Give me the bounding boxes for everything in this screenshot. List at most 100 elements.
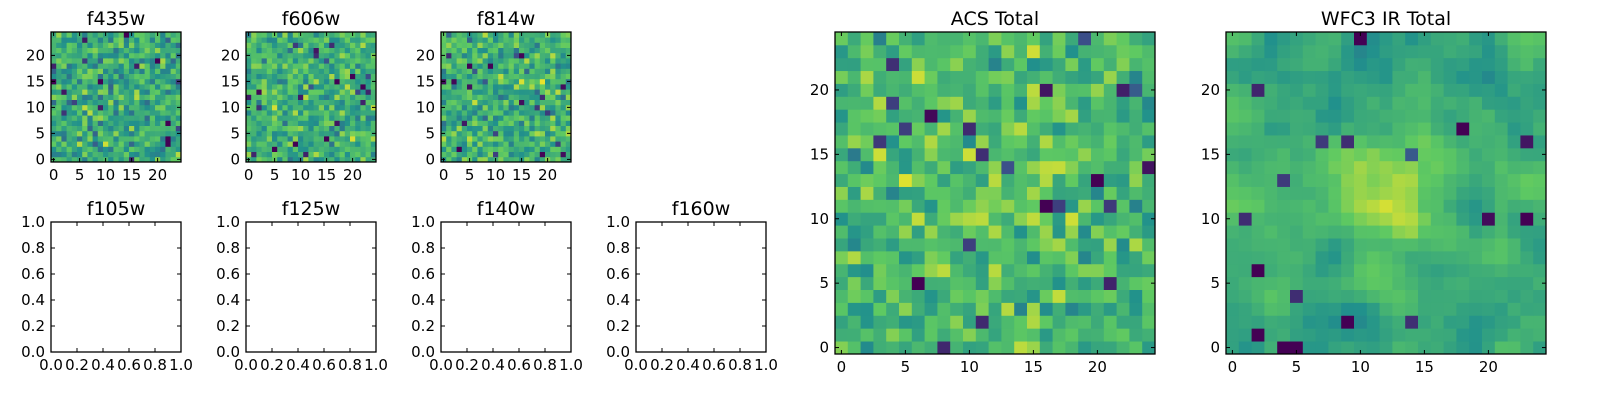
heatmap-cell	[272, 115, 278, 121]
heatmap-cell	[467, 58, 473, 64]
heatmap-cell	[1238, 225, 1252, 239]
heatmap-cell	[456, 63, 463, 69]
heatmap-cell	[246, 42, 252, 48]
heatmap-cell	[313, 42, 320, 48]
heatmap-cell	[160, 32, 166, 38]
heatmap-cell	[860, 135, 874, 149]
heatmap-cell	[82, 151, 88, 158]
heatmap-cell	[144, 94, 151, 100]
heatmap-cell	[482, 104, 489, 111]
heatmap-cell	[261, 94, 268, 100]
heatmap-cell	[108, 42, 114, 48]
heatmap-cell	[139, 156, 145, 163]
heatmap-cell	[1341, 109, 1355, 123]
heatmap-cell	[313, 156, 320, 163]
heatmap-cell	[56, 136, 62, 142]
heatmap-cell	[324, 115, 330, 121]
heatmap-cell	[550, 110, 556, 116]
heatmap-cell	[1091, 135, 1105, 149]
heatmap-cell	[1103, 328, 1117, 342]
heatmap-cell	[1366, 276, 1380, 290]
heatmap-cell	[313, 73, 320, 80]
axes-frame	[635, 221, 767, 353]
heatmap-cell	[487, 73, 494, 80]
heatmap-cell	[256, 156, 262, 163]
heatmap-cell	[513, 156, 520, 163]
heatmap-cell	[1507, 57, 1521, 72]
heatmap-cell	[303, 115, 309, 121]
heatmap-cell	[149, 37, 156, 43]
heatmap-cell	[87, 104, 93, 111]
heatmap-cell	[1129, 135, 1143, 149]
heatmap-cell	[56, 37, 62, 43]
heatmap-cell	[835, 263, 849, 278]
heatmap-cell	[344, 120, 351, 126]
heatmap-cell	[118, 120, 125, 126]
heatmap-cell	[524, 99, 530, 106]
heatmap-cell	[355, 52, 361, 59]
heatmap-cell	[66, 32, 73, 38]
heatmap-cell	[1405, 289, 1419, 303]
heatmap-cell	[1482, 238, 1496, 252]
heatmap-cell	[282, 120, 288, 126]
heatmap-cell	[1520, 302, 1534, 316]
heatmap-cell	[61, 78, 67, 85]
heatmap-cell	[170, 156, 177, 163]
heatmap-cell	[467, 52, 473, 59]
heatmap-cell	[1366, 238, 1380, 252]
heatmap-cell	[487, 63, 494, 69]
heatmap-cell	[1052, 238, 1066, 252]
heatmap-cell	[937, 238, 951, 252]
heatmap-cell	[298, 104, 304, 111]
heatmap-cell	[251, 120, 257, 126]
heatmap-cell	[1328, 57, 1342, 72]
heatmap-cell	[324, 68, 330, 74]
heatmap-cell	[261, 156, 268, 163]
heatmap-cell	[1039, 83, 1053, 97]
heatmap-cell	[534, 52, 541, 59]
heatmap-cell	[1405, 212, 1419, 226]
heatmap-cell	[82, 146, 88, 152]
heatmap-cell	[1430, 135, 1444, 149]
heatmap-cell	[461, 84, 468, 90]
heatmap-cell	[1091, 341, 1105, 355]
heatmap-cell	[461, 125, 468, 132]
heatmap-cell	[246, 110, 252, 116]
heatmap-cell	[344, 68, 351, 74]
heatmap-cell	[477, 37, 483, 43]
heatmap-cell	[1533, 32, 1547, 46]
heatmap-cell	[1507, 199, 1521, 213]
heatmap-cell	[467, 42, 473, 48]
heatmap-cell	[456, 89, 463, 95]
heatmap-cell	[456, 104, 463, 111]
heatmap-cell	[108, 47, 114, 54]
heatmap-cell	[1014, 315, 1028, 329]
heatmap-cell	[873, 186, 887, 200]
heatmap-cell	[1494, 147, 1508, 162]
heatmap-cell	[170, 73, 177, 80]
heatmap-cell	[308, 146, 314, 152]
heatmap-cell	[123, 141, 130, 147]
heatmap-cell	[482, 32, 489, 38]
heatmap-cell	[539, 89, 546, 95]
heatmap-cell	[272, 84, 278, 90]
heatmap-cell	[155, 78, 161, 85]
heatmap-cell	[324, 130, 330, 137]
heatmap-cell	[441, 99, 447, 106]
heatmap-cell	[165, 104, 171, 111]
heatmap-cell	[1302, 315, 1316, 329]
heatmap-cell	[51, 63, 57, 69]
heatmap-cell	[975, 263, 989, 278]
heatmap-cell	[287, 104, 294, 111]
heatmap-cell	[963, 238, 977, 252]
heatmap-cell	[1328, 212, 1342, 226]
heatmap-cell	[108, 58, 114, 64]
heatmap-cell	[175, 99, 182, 106]
heatmap-cell	[1302, 328, 1316, 342]
heatmap-cell	[487, 120, 494, 126]
heatmap-cell	[513, 151, 520, 158]
heatmap-cell	[272, 141, 278, 147]
heatmap-cell	[139, 73, 145, 80]
heatmap-cell	[303, 63, 309, 69]
heatmap-cell	[134, 58, 140, 64]
